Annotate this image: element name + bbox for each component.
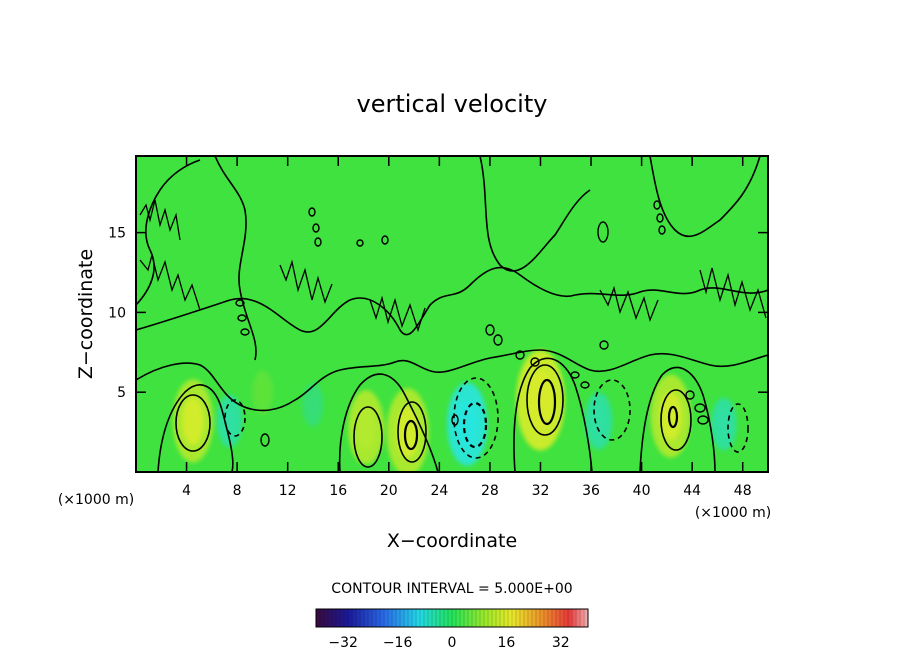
- velocity-field: [172, 349, 737, 472]
- contour-zero-column-far: [639, 366, 716, 472]
- updraft-core: [527, 371, 554, 430]
- colorbar-tick-label: 16: [497, 635, 515, 651]
- downdraft-core: [591, 404, 606, 438]
- x-axis-title: X−coordinate: [387, 530, 517, 552]
- plot-area: [136, 156, 768, 472]
- x-tick-label: 32: [532, 483, 550, 499]
- x-tick-label: 24: [430, 483, 448, 499]
- x-tick-label: 28: [481, 483, 499, 499]
- x-tick-label: 40: [633, 483, 651, 499]
- contour-zero-upper: [136, 156, 257, 361]
- colorbar-frame: [315, 608, 589, 628]
- contour-zero-mid: [136, 266, 768, 336]
- contour-plus10-c: [403, 419, 419, 451]
- updraft-core: [396, 406, 420, 458]
- colorbar-ticks: −32 −16 0 16 32: [328, 635, 569, 651]
- colorbar-tick-label: −16: [383, 635, 413, 651]
- contour-plus10-e: [667, 405, 679, 429]
- contour-noise-upper: [139, 199, 767, 333]
- contour-plus5-a: [175, 394, 211, 452]
- contour-minus5-d: [224, 399, 246, 437]
- y-axis-title: Z−coordinate: [75, 249, 97, 379]
- x-tick-label: 36: [582, 483, 600, 499]
- contour-minus5-b: [593, 379, 631, 441]
- contour-plus5-d: [526, 364, 564, 436]
- x-axis-unit-left: (×1000 m): [58, 492, 134, 508]
- x-axis-unit-right: (×1000 m): [695, 505, 771, 521]
- x-tick-label: 12: [279, 483, 297, 499]
- x-axis: 4 8 12 16 20 24 28 32 36 40 44 48: [182, 156, 752, 499]
- contour-plus5-e: [660, 389, 692, 451]
- y-tick-label: 10: [108, 305, 126, 321]
- small-contour-cells: [235, 200, 709, 447]
- y-tick-label: 15: [108, 226, 126, 242]
- contour-lines: [136, 156, 768, 472]
- downdraft-core: [716, 408, 731, 440]
- contour-plus5-b: [353, 406, 383, 468]
- x-tick-label: 16: [329, 483, 347, 499]
- x-tick-label: 8: [233, 483, 242, 499]
- x-tick-label: 20: [380, 483, 398, 499]
- x-tick-label: 48: [734, 483, 752, 499]
- contour-interval-label: CONTOUR INTERVAL = 5.000E+00: [331, 581, 572, 597]
- contour-plus10-d: [537, 378, 557, 426]
- contour-zero-column-mid: [338, 373, 439, 472]
- colorbar-tick-label: −32: [328, 635, 358, 651]
- y-tick-label: 5: [117, 385, 126, 401]
- updraft-core: [182, 396, 204, 446]
- chart-title: vertical velocity: [357, 90, 548, 118]
- plot-frame: [135, 155, 769, 473]
- x-tick-label: 44: [683, 483, 701, 499]
- contour-zero-top: [479, 156, 761, 272]
- contour-minus5-c: [727, 403, 749, 453]
- x-tick-label: 4: [182, 483, 191, 499]
- contour-minus10-a: [462, 401, 488, 449]
- downdraft-core: [456, 400, 478, 449]
- updraft-core: [356, 405, 376, 449]
- colorbar-tick-label: 0: [448, 635, 457, 651]
- colorbar-tick-label: 32: [552, 635, 570, 651]
- contour-minus5-a: [453, 377, 499, 459]
- colorbar: −32 −16 0 16 32: [315, 608, 589, 651]
- contour-zero-lower: [136, 349, 768, 412]
- colorbar-segments: [319, 609, 585, 627]
- updraft-core: [659, 392, 682, 441]
- contour-plus5-c: [397, 401, 427, 463]
- downdraft-core: [307, 392, 319, 418]
- contour-zero-column-left: [157, 384, 234, 472]
- y-axis: 5 10 15: [108, 226, 768, 401]
- colorbar-gradient: [316, 609, 588, 627]
- updraft-core: [256, 379, 269, 405]
- contour-zero-column-right: [513, 357, 593, 472]
